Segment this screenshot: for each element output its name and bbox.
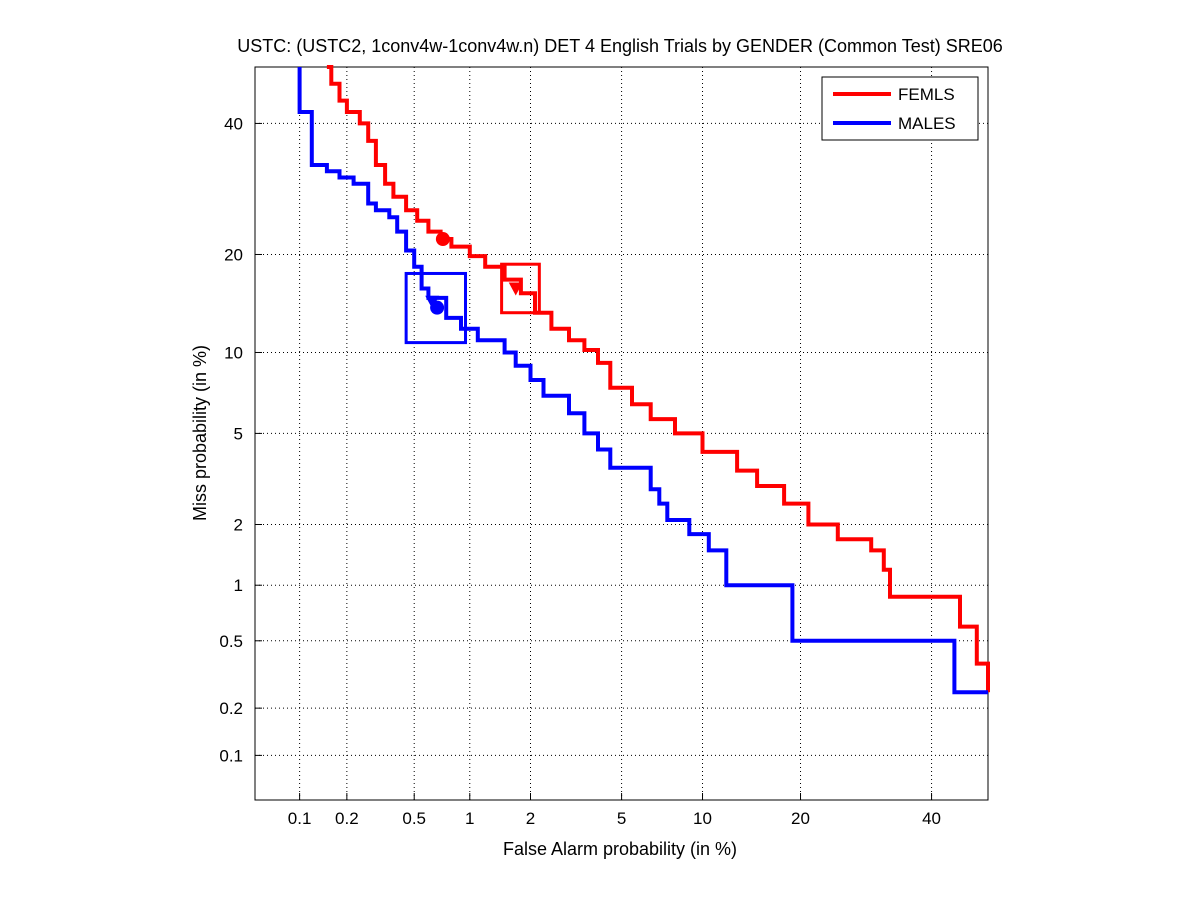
legend-label-males: MALES xyxy=(898,114,956,133)
confidence-boxes xyxy=(404,262,541,345)
operating-point-circle-femls xyxy=(435,232,450,247)
operating-point-triangle-males xyxy=(425,295,440,309)
x-tick-label: 40 xyxy=(922,809,941,828)
x-tick-label: 0.2 xyxy=(335,809,359,828)
operating-points xyxy=(425,232,523,315)
x-axis-title: False Alarm probability (in %) xyxy=(503,839,737,859)
y-tick-label: 5 xyxy=(234,424,243,443)
x-tick-label: 1 xyxy=(465,809,474,828)
y-tick-label: 10 xyxy=(224,343,243,362)
chart-title: USTC: (USTC2, 1conv4w-1conv4w.n) DET 4 E… xyxy=(237,36,1003,56)
plot-area-frame xyxy=(254,66,989,801)
x-axis: 0.1 0.2 0.5 1 2 5 10 20 40 xyxy=(288,793,941,828)
grid-lines xyxy=(255,67,988,800)
y-tick-label: 1 xyxy=(234,576,243,595)
x-tick-label: 10 xyxy=(693,809,712,828)
det-curve-males xyxy=(297,67,988,695)
legend: FEMLS MALES xyxy=(821,76,979,141)
y-tick-label: 40 xyxy=(224,114,243,133)
x-tick-label: 0.1 xyxy=(288,809,312,828)
x-tick-label: 20 xyxy=(791,809,810,828)
y-tick-label: 0.5 xyxy=(219,632,243,651)
operating-point-triangle-femls xyxy=(508,282,523,296)
x-tick-label: 2 xyxy=(526,809,535,828)
det-curves xyxy=(297,65,990,695)
det-curve-femls xyxy=(326,65,990,693)
y-tick-label: 20 xyxy=(224,245,243,264)
x-tick-label: 5 xyxy=(617,809,626,828)
y-tick-label: 0.1 xyxy=(219,746,243,765)
x-tick-label: 0.5 xyxy=(402,809,426,828)
confidence-box-males xyxy=(404,271,468,345)
legend-label-femls: FEMLS xyxy=(898,85,955,104)
y-tick-label: 2 xyxy=(234,515,243,534)
y-axis-title: Miss probability (in %) xyxy=(190,345,210,521)
legend-box xyxy=(821,76,979,141)
y-tick-label: 0.2 xyxy=(219,699,243,718)
y-axis: 0.1 0.2 0.5 1 2 5 10 20 40 xyxy=(219,114,262,765)
confidence-box-femls xyxy=(500,262,541,315)
